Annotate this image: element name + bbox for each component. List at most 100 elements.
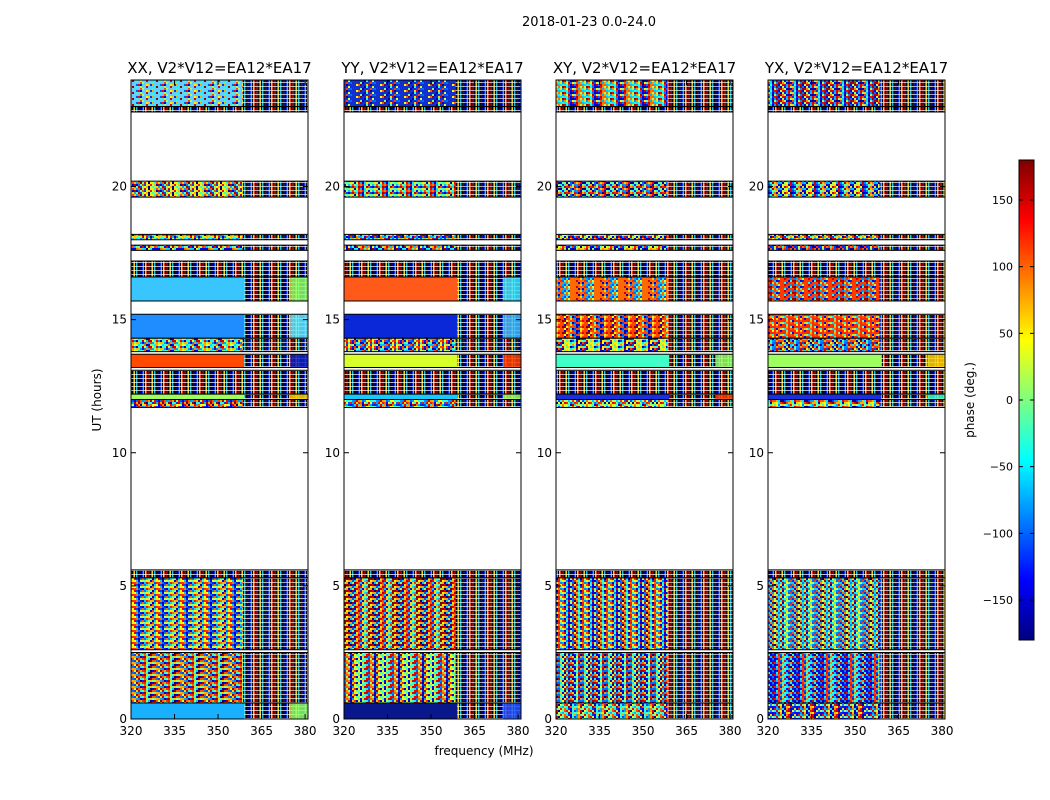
- data-band: [768, 260, 945, 278]
- x-tick-label: 320: [333, 724, 356, 738]
- data-band: [131, 651, 308, 704]
- data-band: [768, 313, 945, 339]
- panel-title: XY, V2*V12=EA12*EA17: [553, 59, 736, 77]
- band-segment: [131, 245, 308, 251]
- band-segment: [242, 652, 308, 704]
- band-segment: [667, 277, 733, 301]
- band-segment: [879, 245, 945, 251]
- y-tick-label: 15: [325, 313, 340, 327]
- y-tick-label: 10: [749, 446, 764, 460]
- x-tick-label: 350: [844, 724, 867, 738]
- data-band: [344, 569, 521, 579]
- data-band: [556, 702, 733, 720]
- band-segment: [667, 314, 733, 339]
- band-segment: [879, 314, 945, 339]
- data-band: [131, 399, 308, 408]
- band-segment: [879, 399, 945, 408]
- colorbar-tick-label: −100: [983, 527, 1013, 540]
- y-tick-label: 20: [325, 180, 340, 194]
- data-band: [131, 260, 308, 278]
- band-segment: [927, 394, 945, 400]
- band-segment: [556, 261, 733, 278]
- y-axis-label: UT (hours): [90, 368, 104, 431]
- x-tick-label: 320: [120, 724, 143, 738]
- band-segment: [455, 399, 521, 408]
- band-segment: [344, 234, 521, 240]
- band-segment: [667, 80, 733, 107]
- data-band: [768, 106, 945, 113]
- band-segment: [290, 354, 308, 368]
- data-band: [556, 353, 733, 369]
- band-segment: [556, 106, 733, 112]
- data-band: [131, 577, 308, 651]
- band-segment: [556, 234, 733, 240]
- band-segment: [131, 703, 245, 719]
- data-band: [131, 702, 308, 720]
- data-band: [556, 276, 733, 302]
- band-segment: [455, 338, 521, 352]
- panel-2: YY, V2*V12=EA12*EA17 320 335 350 365 380 0 5 10 1…: [325, 59, 530, 738]
- colorbar-tick-label: −50: [990, 461, 1013, 474]
- band-segment: [344, 394, 458, 400]
- y-tick-label: 5: [119, 579, 127, 593]
- band-segment: [131, 394, 245, 400]
- data-band: [556, 393, 733, 400]
- band-segment: [455, 652, 521, 704]
- data-band: [556, 369, 733, 395]
- data-band: [556, 260, 733, 278]
- x-tick-label: 350: [420, 724, 443, 738]
- band-segment: [242, 80, 308, 107]
- band-segment: [344, 245, 521, 251]
- panel-3: XY, V2*V12=EA12*EA17 320 335 350 365 380 0 5 10 1…: [537, 59, 742, 738]
- band-segment: [503, 703, 521, 719]
- band-segment: [556, 370, 733, 395]
- x-tick-label: 335: [163, 724, 186, 738]
- x-tick-label: 335: [588, 724, 611, 738]
- colorbar-tick-label: 50: [999, 327, 1013, 340]
- band-segment: [344, 277, 458, 301]
- band-segment: [457, 394, 521, 400]
- panel-frame: [343, 79, 522, 720]
- y-tick-label: 15: [537, 313, 552, 327]
- band-segment: [242, 245, 308, 251]
- data-band: [556, 233, 733, 241]
- band-segment: [503, 277, 521, 301]
- data-band: [131, 244, 308, 251]
- x-tick-label: 380: [719, 724, 742, 738]
- band-segment: [503, 394, 521, 400]
- data-band: [556, 106, 733, 113]
- band-segment: [556, 569, 733, 578]
- band-segment: [344, 261, 521, 278]
- data-band: [556, 180, 733, 198]
- panel-frame: [555, 79, 734, 720]
- data-band: [344, 651, 521, 704]
- data-band: [768, 180, 945, 198]
- data-band: [344, 276, 521, 302]
- y-tick-label: 0: [544, 712, 552, 726]
- data-band: [768, 393, 945, 400]
- y-tick-label: 20: [112, 180, 127, 194]
- data-band: [556, 651, 733, 704]
- band-segment: [715, 354, 733, 368]
- band-segment: [242, 577, 308, 650]
- band-segment: [768, 399, 945, 408]
- panel-1: XX, V2*V12=EA12*EA17 320 335 350 365 380 0 5 10 1…: [112, 59, 317, 738]
- band-segment: [667, 338, 733, 352]
- panel-title: XX, V2*V12=EA12*EA17: [127, 59, 311, 77]
- band-segment: [503, 314, 521, 339]
- band-segment: [715, 394, 733, 400]
- x-axis-label: frequency (MHz): [434, 744, 533, 758]
- colorbar-tick-label: 150: [992, 194, 1013, 207]
- x-tick-label: 365: [887, 724, 910, 738]
- band-segment: [881, 394, 945, 400]
- data-band: [768, 353, 945, 369]
- band-segment: [768, 569, 945, 578]
- data-band: [556, 79, 733, 108]
- band-segment: [556, 394, 670, 400]
- band-segment: [344, 703, 458, 719]
- data-band: [768, 577, 945, 651]
- data-band: [344, 369, 521, 395]
- colorbar-tick-label: 100: [992, 261, 1013, 274]
- data-band: [344, 313, 521, 339]
- data-band: [768, 233, 945, 241]
